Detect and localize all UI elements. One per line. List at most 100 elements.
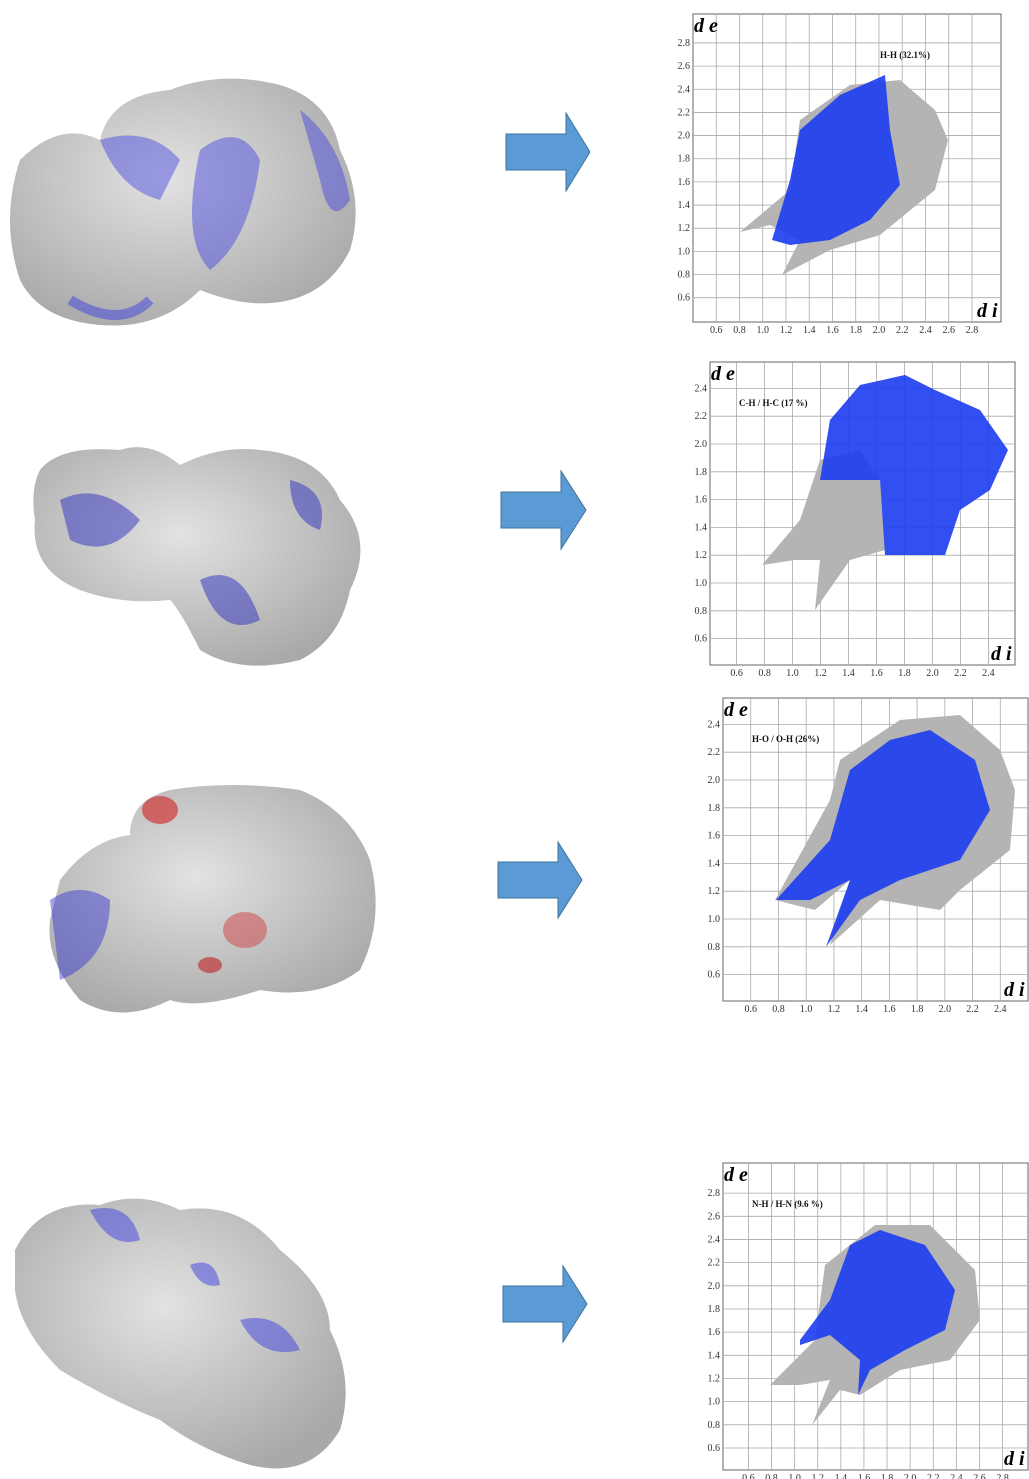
x-tick-label: 2.8	[966, 325, 979, 336]
surface-3	[49, 785, 375, 1013]
x-tick-label: 1.0	[788, 1473, 801, 1479]
y-tick-label: 2.0	[695, 439, 708, 450]
y-tick-label: 1.8	[678, 154, 691, 165]
y-tick-label: 0.8	[708, 1420, 721, 1431]
x-tick-label: 2.6	[942, 325, 955, 336]
x-tick-label: 1.4	[803, 325, 816, 336]
y-tick-label: 1.6	[708, 831, 721, 842]
x-tick-label: 2.6	[973, 1473, 986, 1479]
x-tick-label: 1.0	[800, 1004, 813, 1015]
y-tick-label: 2.0	[708, 775, 721, 786]
y-tick-label: 0.8	[708, 942, 721, 953]
y-tick-label: 1.6	[678, 177, 691, 188]
x-tick-label: 2.4	[994, 1004, 1007, 1015]
de-axis-label: d e	[694, 15, 718, 37]
x-tick-label: 2.4	[919, 325, 932, 336]
y-tick-label: 1.4	[708, 858, 721, 869]
de-axis-label: d e	[724, 1164, 748, 1186]
y-tick-label: 1.2	[708, 1373, 721, 1384]
y-tick-label: 1.0	[708, 914, 721, 925]
x-tick-label: 2.4	[950, 1473, 963, 1479]
y-tick-label: 2.0	[708, 1281, 721, 1292]
x-tick-label: 1.8	[849, 325, 862, 336]
x-tick-label: 2.8	[996, 1473, 1009, 1479]
arrow	[506, 113, 590, 191]
x-tick-label: 2.4	[982, 668, 995, 679]
y-tick-label: 1.4	[708, 1350, 721, 1361]
contact-label: N-H / H-N (9.6 %)	[752, 1199, 823, 1209]
y-tick-label: 2.6	[678, 61, 691, 72]
x-tick-label: 0.6	[744, 1004, 757, 1015]
x-tick-label: 1.8	[898, 668, 911, 679]
x-tick-label: 1.2	[814, 668, 827, 679]
arrow	[503, 1266, 587, 1342]
x-tick-label: 1.0	[786, 668, 799, 679]
x-tick-label: 2.0	[904, 1473, 917, 1479]
di-axis-label: d i	[977, 300, 998, 322]
x-tick-label: 0.6	[710, 325, 723, 336]
di-axis-label: d i	[991, 643, 1012, 665]
arrow	[498, 842, 582, 918]
x-tick-label: 1.8	[911, 1004, 924, 1015]
figure: 0.6 0.8 1.0 1.2 1.4 1.6 1.8 2.0 2.2 2.4 2.6 2.8 0.6 0…	[0, 0, 1029, 1479]
y-tick-label: 0.6	[708, 970, 721, 981]
x-tick-label: 1.6	[826, 325, 839, 336]
y-tick-label: 0.6	[695, 634, 708, 645]
page: 0.6 0.8 1.0 1.2 1.4 1.6 1.8 2.0 2.2 2.4 2.6 2.8 0.6 0…	[0, 0, 1029, 1479]
y-tick-label: 2.8	[708, 1188, 721, 1199]
y-tick-label: 2.2	[678, 107, 691, 118]
y-tick-label: 1.4	[678, 200, 691, 211]
x-tick-label: 0.8	[758, 668, 771, 679]
surface-2	[33, 447, 360, 665]
y-tick-label: 2.2	[708, 747, 721, 758]
y-tick-label: 1.2	[708, 886, 721, 897]
y-tick-label: 1.0	[708, 1397, 721, 1408]
di-axis-label: d i	[1004, 1448, 1025, 1470]
x-tick-label: 1.6	[883, 1004, 896, 1015]
y-tick-label: 2.4	[708, 719, 721, 730]
x-tick-label: 1.4	[842, 668, 855, 679]
y-tick-label: 0.6	[708, 1443, 721, 1454]
y-tick-label: 1.2	[695, 550, 708, 561]
de-axis-label: d e	[724, 699, 748, 721]
contact-label: C-H / H-C (17 %)	[739, 398, 808, 408]
arrow	[501, 471, 586, 549]
y-tick-label: 2.8	[678, 38, 691, 49]
x-tick-label: 0.8	[765, 1473, 778, 1479]
di-axis-label: d i	[1004, 979, 1025, 1001]
surface-1	[10, 79, 356, 326]
contact-label: H-O / O-H (26%)	[752, 734, 819, 744]
x-tick-label: 1.4	[855, 1004, 868, 1015]
x-tick-label: 1.2	[811, 1473, 824, 1479]
y-tick-label: 2.0	[678, 131, 691, 142]
y-tick-label: 2.4	[695, 383, 708, 394]
x-tick-label: 2.2	[966, 1004, 979, 1015]
y-tick-label: 0.8	[695, 606, 708, 617]
x-tick-label: 2.0	[926, 668, 939, 679]
x-tick-label: 2.0	[939, 1004, 952, 1015]
x-tick-label: 0.6	[742, 1473, 755, 1479]
x-tick-label: 1.0	[756, 325, 769, 336]
y-tick-label: 1.4	[695, 522, 708, 533]
y-tick-label: 1.8	[708, 1304, 721, 1315]
x-tick-label: 0.6	[730, 668, 743, 679]
y-tick-label: 1.6	[708, 1327, 721, 1338]
de-axis-label: d e	[711, 363, 735, 385]
y-tick-label: 0.6	[678, 293, 691, 304]
y-tick-label: 2.2	[695, 411, 708, 422]
x-tick-label: 0.8	[733, 325, 746, 336]
x-tick-label: 0.8	[772, 1004, 785, 1015]
y-tick-label: 1.8	[695, 467, 708, 478]
x-tick-label: 2.2	[927, 1473, 940, 1479]
x-tick-label: 2.2	[896, 325, 909, 336]
y-tick-label: 2.4	[678, 84, 691, 95]
x-tick-label: 1.8	[881, 1473, 894, 1479]
contact-label: H-H (32.1%)	[880, 50, 930, 60]
y-tick-label: 0.8	[678, 270, 691, 281]
y-tick-label: 1.0	[678, 246, 691, 257]
y-tick-label: 2.6	[708, 1211, 721, 1222]
y-tick-label: 2.2	[708, 1258, 721, 1269]
surface-4	[15, 1199, 346, 1469]
y-tick-label: 1.2	[678, 223, 691, 234]
x-tick-label: 2.2	[954, 668, 967, 679]
